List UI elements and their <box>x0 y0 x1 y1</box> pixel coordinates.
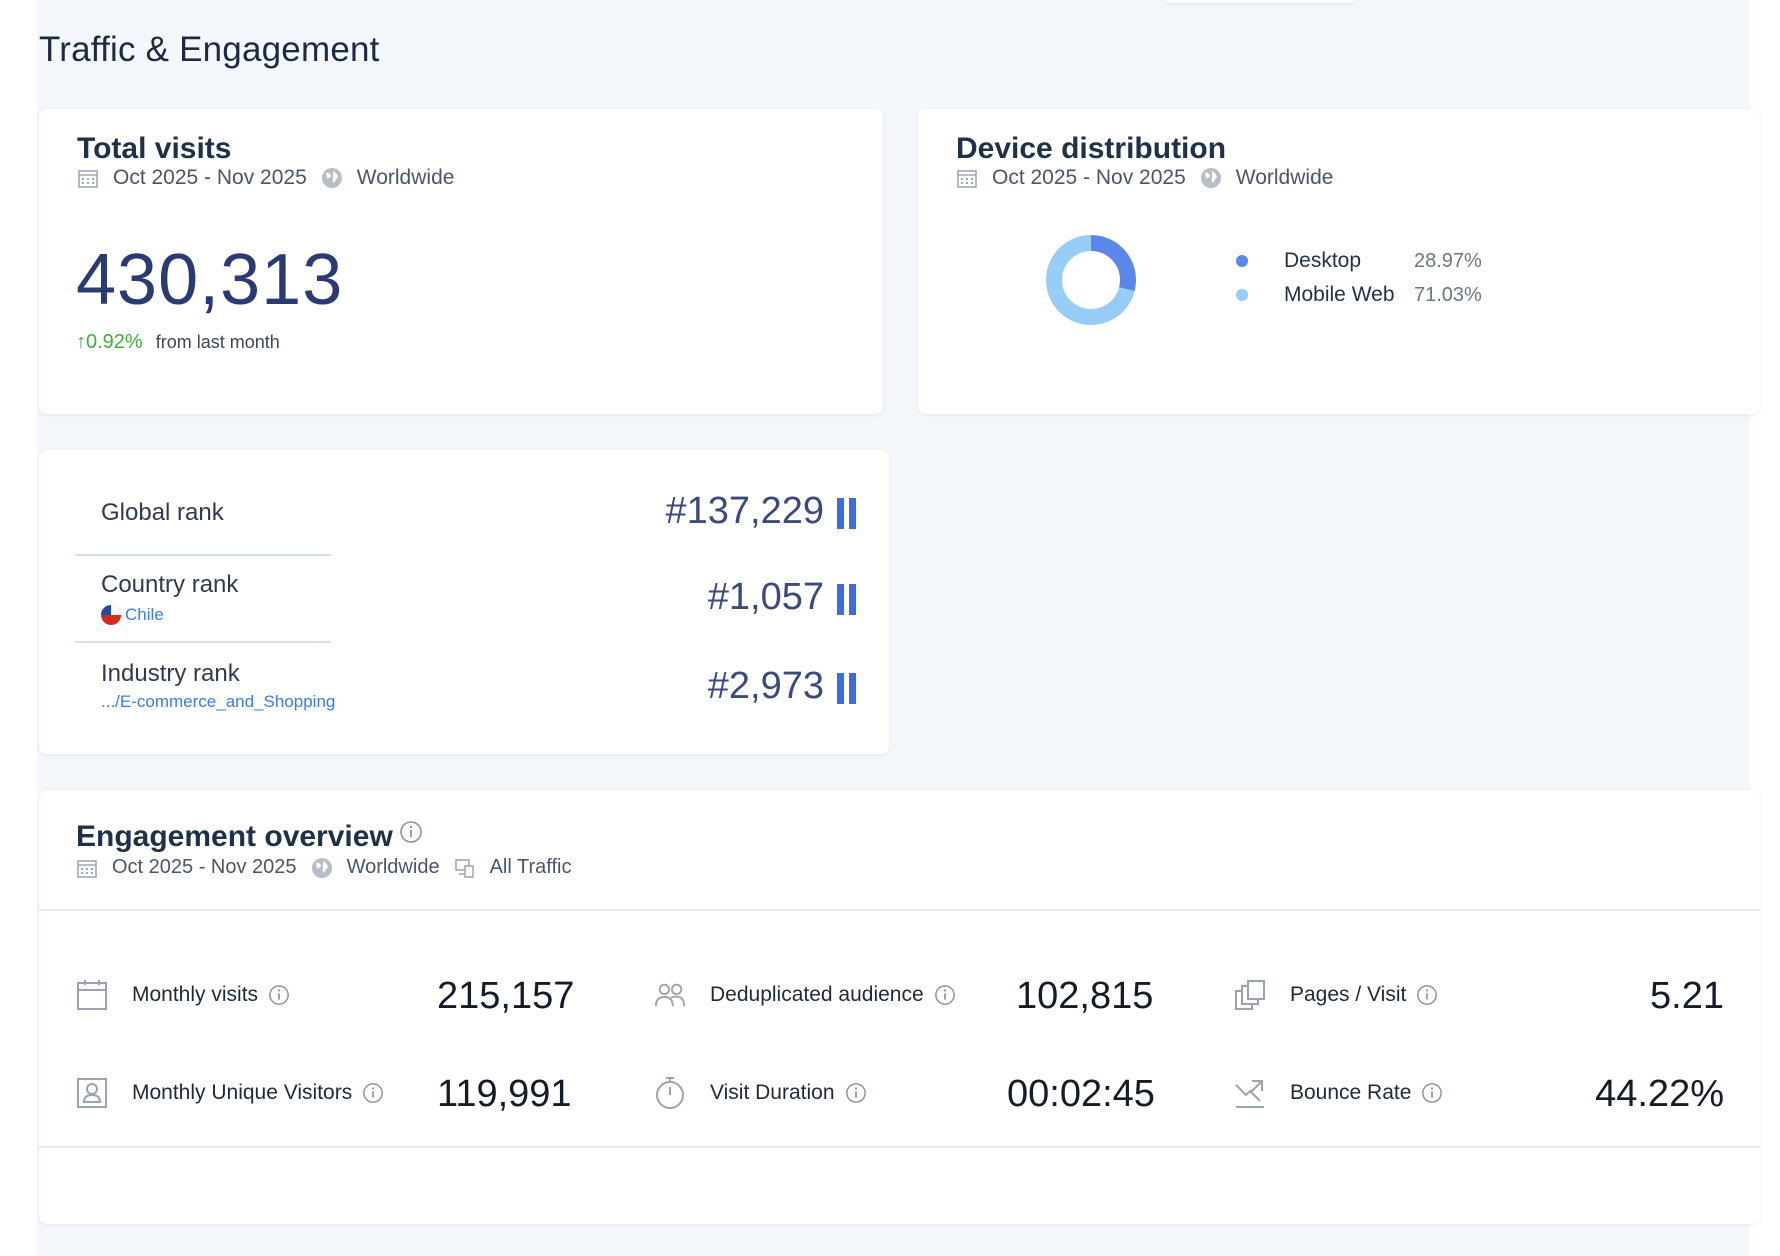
device-donut-chart <box>1046 235 1136 325</box>
device-distribution-card: Device distribution Oct 2025 - Nov 2025 … <box>918 109 1760 414</box>
rank-divider <box>75 641 331 643</box>
region: Worldwide <box>1235 166 1334 189</box>
metric-label: Visit Duration <box>710 1081 835 1104</box>
legend-value: 71.03% <box>1414 283 1482 306</box>
metric-bounce-rate: Bounce Rate <box>1234 1077 1443 1109</box>
total-visits-meta: Oct 2025 - Nov 2025 Worldwide <box>77 166 468 190</box>
metric-label: Bounce Rate <box>1290 1081 1412 1104</box>
engagement-title-text: Engagement overview <box>76 820 393 853</box>
global-rank-value: #137,229 <box>665 490 825 532</box>
industry-rank-label: Industry rank <box>101 660 240 687</box>
date-range: Oct 2025 - Nov 2025 <box>992 166 1186 189</box>
people-icon <box>654 979 686 1011</box>
metric-value: 5.21 <box>1650 975 1724 1017</box>
engagement-divider <box>39 1146 1760 1148</box>
metric-pages-per-visit: Pages / Visit <box>1234 979 1438 1011</box>
info-icon[interactable] <box>934 984 956 1006</box>
donut-segment-mobile-web[interactable] <box>1046 235 1136 325</box>
metric-deduplicated-audience: Deduplicated audience <box>654 979 956 1011</box>
top-tab-edge[interactable] <box>1165 0 1355 3</box>
metric-label: Monthly Unique Visitors <box>132 1081 353 1104</box>
metric-label: Deduplicated audience <box>710 983 924 1006</box>
industry-rank-link[interactable]: .../E-commerce_and_Shopping <box>101 692 336 711</box>
pages-icon <box>1234 979 1266 1011</box>
total-visits-title: Total visits <box>77 132 232 165</box>
change-label: from last month <box>155 332 280 352</box>
region: Worldwide <box>356 166 455 189</box>
total-visits-value: 430,313 <box>76 240 344 320</box>
calendar-icon <box>76 857 98 879</box>
device-distribution-title: Device distribution <box>956 132 1227 165</box>
legend-item-desktop: Desktop 28.97% <box>1236 244 1482 278</box>
industry-rank-bars-icon[interactable] <box>837 673 856 704</box>
globe-icon <box>311 857 333 879</box>
industry-rank-row: Industry rank .../E-commerce_and_Shoppin… <box>39 642 889 752</box>
engagement-meta: Oct 2025 - Nov 2025 Worldwide All Traffi… <box>76 856 585 879</box>
calendar-icon <box>956 167 978 189</box>
industry-rank-value: #2,973 <box>707 665 824 707</box>
metric-value: 102,815 <box>1016 975 1154 1017</box>
ranks-card: Global rank #137,229 Country rank Chile … <box>39 450 889 754</box>
country-rank-link[interactable]: Chile <box>101 605 164 625</box>
country-rank-row: Country rank Chile #1,057 <box>39 555 889 641</box>
legend-name: Mobile Web <box>1284 283 1395 306</box>
metric-label: Monthly visits <box>132 983 259 1006</box>
legend-name: Desktop <box>1284 249 1362 272</box>
globe-icon <box>321 167 343 189</box>
calendar-icon <box>77 167 99 189</box>
engagement-divider <box>39 909 1760 911</box>
stopwatch-icon <box>654 1077 686 1109</box>
global-rank-bars-icon[interactable] <box>837 498 856 529</box>
visits-change: ↑0.92% from last month <box>76 331 280 354</box>
devices-icon <box>454 857 476 879</box>
page-title: Traffic & Engagement <box>39 30 380 69</box>
date-range: Oct 2025 - Nov 2025 <box>113 166 307 189</box>
desktop-dot <box>1236 255 1248 267</box>
metric-monthly-unique-visitors: Monthly Unique Visitors <box>76 1077 384 1109</box>
info-icon[interactable] <box>1421 1082 1443 1104</box>
region: Worldwide <box>346 856 440 878</box>
metric-value: 215,157 <box>437 975 575 1017</box>
device-distribution-meta: Oct 2025 - Nov 2025 Worldwide <box>956 166 1347 190</box>
bounce-icon <box>1234 1077 1266 1109</box>
engagement-overview-card: Engagement overview Oct 2025 - Nov 2025 … <box>39 790 1760 1224</box>
traffic-type: All Traffic <box>489 856 572 878</box>
legend-value: 28.97% <box>1414 249 1482 272</box>
country-rank-bars-icon[interactable] <box>837 584 856 615</box>
info-icon[interactable] <box>268 984 290 1006</box>
info-icon[interactable] <box>845 1082 867 1104</box>
date-range: Oct 2025 - Nov 2025 <box>112 856 297 878</box>
globe-icon <box>1200 167 1222 189</box>
badge-icon <box>76 1077 108 1109</box>
metric-visit-duration: Visit Duration <box>654 1077 867 1109</box>
info-icon[interactable] <box>1416 984 1438 1006</box>
metric-monthly-visits: Monthly visits <box>76 979 290 1011</box>
info-icon[interactable] <box>362 1082 384 1104</box>
calendar-icon <box>76 979 108 1011</box>
metric-value: 44.22% <box>1595 1073 1724 1115</box>
global-rank-label: Global rank <box>101 499 224 526</box>
change-value: 0.92% <box>86 331 143 353</box>
engagement-title: Engagement overview <box>76 820 423 854</box>
country-name: Chile <box>125 605 164 624</box>
total-visits-card: Total visits Oct 2025 - Nov 2025 Worldwi… <box>39 109 883 414</box>
global-rank-row: Global rank #137,229 <box>39 450 889 555</box>
device-legend: Desktop 28.97% Mobile Web 71.03% <box>1236 244 1482 312</box>
metric-value: 00:02:45 <box>1007 1073 1155 1115</box>
metric-label: Pages / Visit <box>1290 983 1407 1006</box>
legend-item-mobile-web: Mobile Web 71.03% <box>1236 278 1482 312</box>
country-rank-value: #1,057 <box>707 576 824 618</box>
mobile-web-dot <box>1236 289 1248 301</box>
country-rank-label: Country rank <box>101 571 239 598</box>
metric-value: 119,991 <box>437 1073 572 1115</box>
info-icon[interactable] <box>399 818 423 852</box>
rank-divider <box>75 554 331 556</box>
change-up-icon: ↑0.92% <box>76 331 143 353</box>
chile-flag-icon <box>101 605 121 625</box>
